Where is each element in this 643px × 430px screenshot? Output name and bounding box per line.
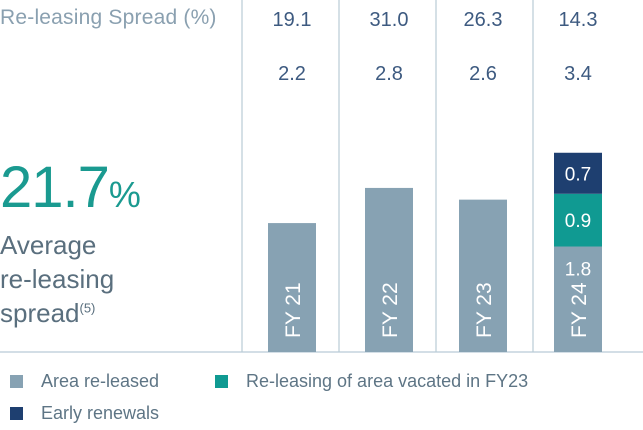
bar-fy-21-area-released — [268, 223, 316, 352]
top-value-fy-21: 19.1 — [273, 9, 312, 31]
legend-label-vacated: Re-leasing of area vacated in FY23 — [246, 371, 529, 391]
bar-fy-22-area-released — [365, 187, 413, 352]
segment-label-fy-24-area-released: 1.8 — [565, 260, 591, 281]
legend-label-early-renewals: Early renewals — [41, 403, 160, 423]
second-value-fy-24: 3.4 — [564, 63, 592, 85]
second-value-fy-23: 2.6 — [469, 63, 497, 85]
top-value-fy-22: 31.0 — [370, 9, 409, 31]
segment-label-fy-24-early: 0.7 — [565, 164, 591, 185]
legend-item-area-released: Area re-leased — [10, 371, 159, 392]
legend-swatch-early-renewals — [10, 407, 23, 420]
category-label-fy-22: FY 22 — [379, 282, 402, 338]
category-label-fy-23: FY 23 — [473, 282, 496, 338]
legend-swatch-vacated — [215, 375, 228, 388]
legend-item-vacated: Re-leasing of area vacated in FY23 — [215, 371, 528, 392]
chart-header-label: Re-leasing Spread (%) — [0, 6, 217, 29]
legend-label-area-released: Area re-leased — [41, 371, 160, 391]
bar-fy-24-vacated — [554, 193, 602, 247]
bar-fy-23-area-released — [459, 199, 507, 352]
category-label-fy-24: FY 24 — [568, 282, 591, 338]
top-value-fy-23: 26.3 — [464, 9, 503, 31]
bar-fy-24-early — [554, 152, 602, 194]
caption-footnote: (5) — [79, 300, 96, 316]
top-value-fy-24: 14.3 — [559, 9, 598, 31]
segment-label-fy-24-vacated: 0.9 — [565, 211, 591, 232]
average-spread-value: 21.7% — [0, 158, 141, 225]
legend-swatch-area-released — [10, 375, 23, 388]
caption-line-3: spread(5) — [0, 296, 220, 330]
bar-fy-24-area-released — [554, 246, 602, 352]
caption-line-1: Average — [0, 230, 97, 260]
average-spread-caption: Average re-leasing spread(5) — [0, 228, 220, 330]
second-value-fy-21: 2.2 — [278, 63, 306, 85]
legend-item-early-renewals: Early renewals — [10, 403, 159, 424]
second-value-fy-22: 2.8 — [375, 63, 403, 85]
caption-line-2: re-leasing — [0, 264, 115, 294]
average-spread-unit: % — [108, 174, 141, 215]
category-label-fy-21: FY 21 — [282, 282, 305, 338]
caption-line-3-text: spread — [0, 298, 80, 328]
average-spread-number: 21.7 — [0, 155, 110, 220]
